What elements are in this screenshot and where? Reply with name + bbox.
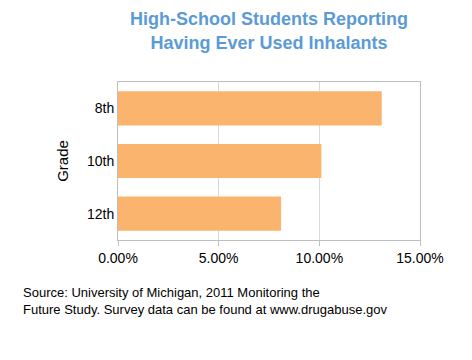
svg-text:15.00%: 15.00% bbox=[396, 250, 443, 266]
svg-text:5.00%: 5.00% bbox=[199, 250, 239, 266]
svg-text:0.00%: 0.00% bbox=[98, 250, 138, 266]
svg-text:High-School Students Reporting: High-School Students ReportingHaving Eve… bbox=[130, 9, 408, 52]
svg-text:Source: University of Michigan: Source: University of Michigan, 2011 Mon… bbox=[23, 285, 387, 317]
svg-text:12th: 12th bbox=[87, 206, 114, 222]
svg-text:Grade: Grade bbox=[54, 140, 71, 182]
svg-text:8th: 8th bbox=[95, 100, 114, 116]
svg-text:10.00%: 10.00% bbox=[296, 250, 343, 266]
svg-text:10th: 10th bbox=[87, 153, 114, 169]
